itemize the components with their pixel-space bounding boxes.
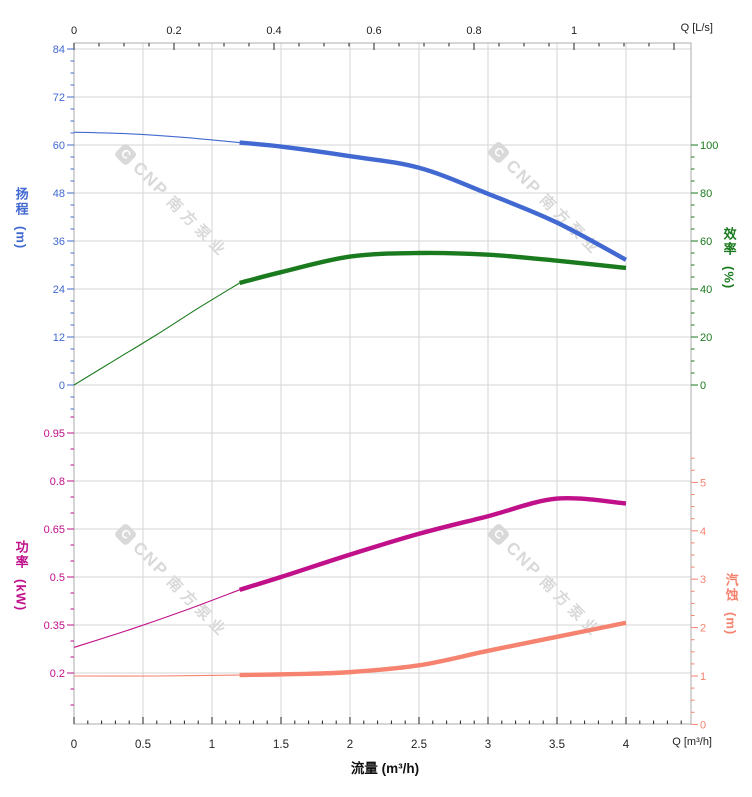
head-axis-label: 扬程 (13, 187, 29, 217)
power-axis-title: 功率 (kW) (13, 540, 29, 611)
top-x-axis-unit-label: Q [L/s] (680, 22, 713, 34)
npsh-tick-label: 3 (700, 574, 706, 586)
flow-m3h-tick-label: 0.5 (135, 739, 151, 751)
head-tick-label: 84 (53, 44, 65, 56)
power-tick-label: 0.65 (44, 524, 65, 536)
flow-ls-tick-label: 0.2 (166, 25, 181, 37)
npsh-axis-label: 汽蚀 (723, 573, 739, 603)
head-axis-title: 扬程 (m) (13, 187, 29, 249)
bottom-x-axis-unit-label: Q [m³/h] (672, 736, 712, 748)
efficiency-tick-label: 100 (700, 140, 718, 152)
efficiency-axis-title: 效率 (%) (721, 227, 737, 289)
curve-power-thin (73, 589, 240, 648)
x-axis-caption: 流量 (m³/h) (350, 761, 420, 776)
head-tick-label: 36 (53, 236, 65, 248)
flow-ls-tick-label: 0.4 (266, 25, 281, 37)
flow-m3h-tick-label: 4 (623, 739, 630, 751)
plot-border (73, 42, 692, 725)
head-axis-unit: (m) (13, 226, 29, 250)
curve-head-thick (239, 140, 628, 262)
curve-power-thick (238, 495, 627, 592)
curve-npsh-thick (239, 620, 627, 678)
npsh-tick-label: 1 (700, 671, 706, 683)
head-tick-label: 60 (53, 140, 65, 152)
flow-m3h-tick-label: 2.5 (411, 739, 427, 751)
npsh-tick-label: 2 (700, 623, 706, 635)
power-tick-label: 0.5 (50, 572, 65, 584)
curve-efficiency-thick (239, 250, 627, 286)
npsh-tick-label: 5 (700, 477, 706, 489)
power-tick-label: 0.95 (44, 428, 65, 440)
npsh-axis-title: 汽蚀 (m) (723, 573, 739, 635)
curve-efficiency-thin (73, 282, 240, 386)
head-tick-label: 72 (53, 92, 65, 104)
npsh-tick-label: 0 (700, 719, 706, 731)
head-tick-label: 12 (53, 332, 65, 344)
flow-ls-tick-label: 0.8 (466, 25, 481, 37)
flow-m3h-tick-label: 3 (485, 739, 491, 751)
npsh-tick-label: 4 (700, 526, 706, 538)
power-axis-unit: (kW) (13, 579, 29, 612)
power-tick-label: 0.35 (44, 620, 65, 632)
power-tick-label: 0.2 (50, 668, 65, 680)
curve-head-thin (73, 131, 240, 144)
efficiency-axis-label: 效率 (721, 227, 737, 257)
flow-m3h-tick-label: 2 (347, 739, 353, 751)
npsh-axis-unit: (m) (723, 612, 739, 636)
flow-m3h-tick-label: 3.5 (549, 739, 565, 751)
efficiency-tick-label: 80 (700, 188, 712, 200)
efficiency-tick-label: 40 (700, 284, 712, 296)
power-tick-label: 0.8 (50, 476, 65, 488)
flow-ls-tick-label: 0 (71, 25, 77, 37)
efficiency-tick-label: 0 (700, 380, 706, 392)
head-tick-label: 0 (59, 380, 65, 392)
efficiency-tick-label: 60 (700, 236, 712, 248)
head-tick-label: 24 (53, 284, 65, 296)
head-tick-label: 48 (53, 188, 65, 200)
flow-m3h-tick-label: 0 (71, 739, 77, 751)
power-axis-label: 功率 (13, 540, 29, 570)
efficiency-tick-label: 20 (700, 332, 712, 344)
flow-m3h-tick-label: 1.5 (273, 739, 289, 751)
flow-ls-tick-label: 0.6 (366, 25, 381, 37)
flow-m3h-tick-label: 1 (209, 739, 215, 751)
curve-npsh-thin (73, 674, 240, 677)
flow-ls-tick-label: 1 (571, 25, 577, 37)
efficiency-axis-unit: (%) (721, 266, 737, 290)
